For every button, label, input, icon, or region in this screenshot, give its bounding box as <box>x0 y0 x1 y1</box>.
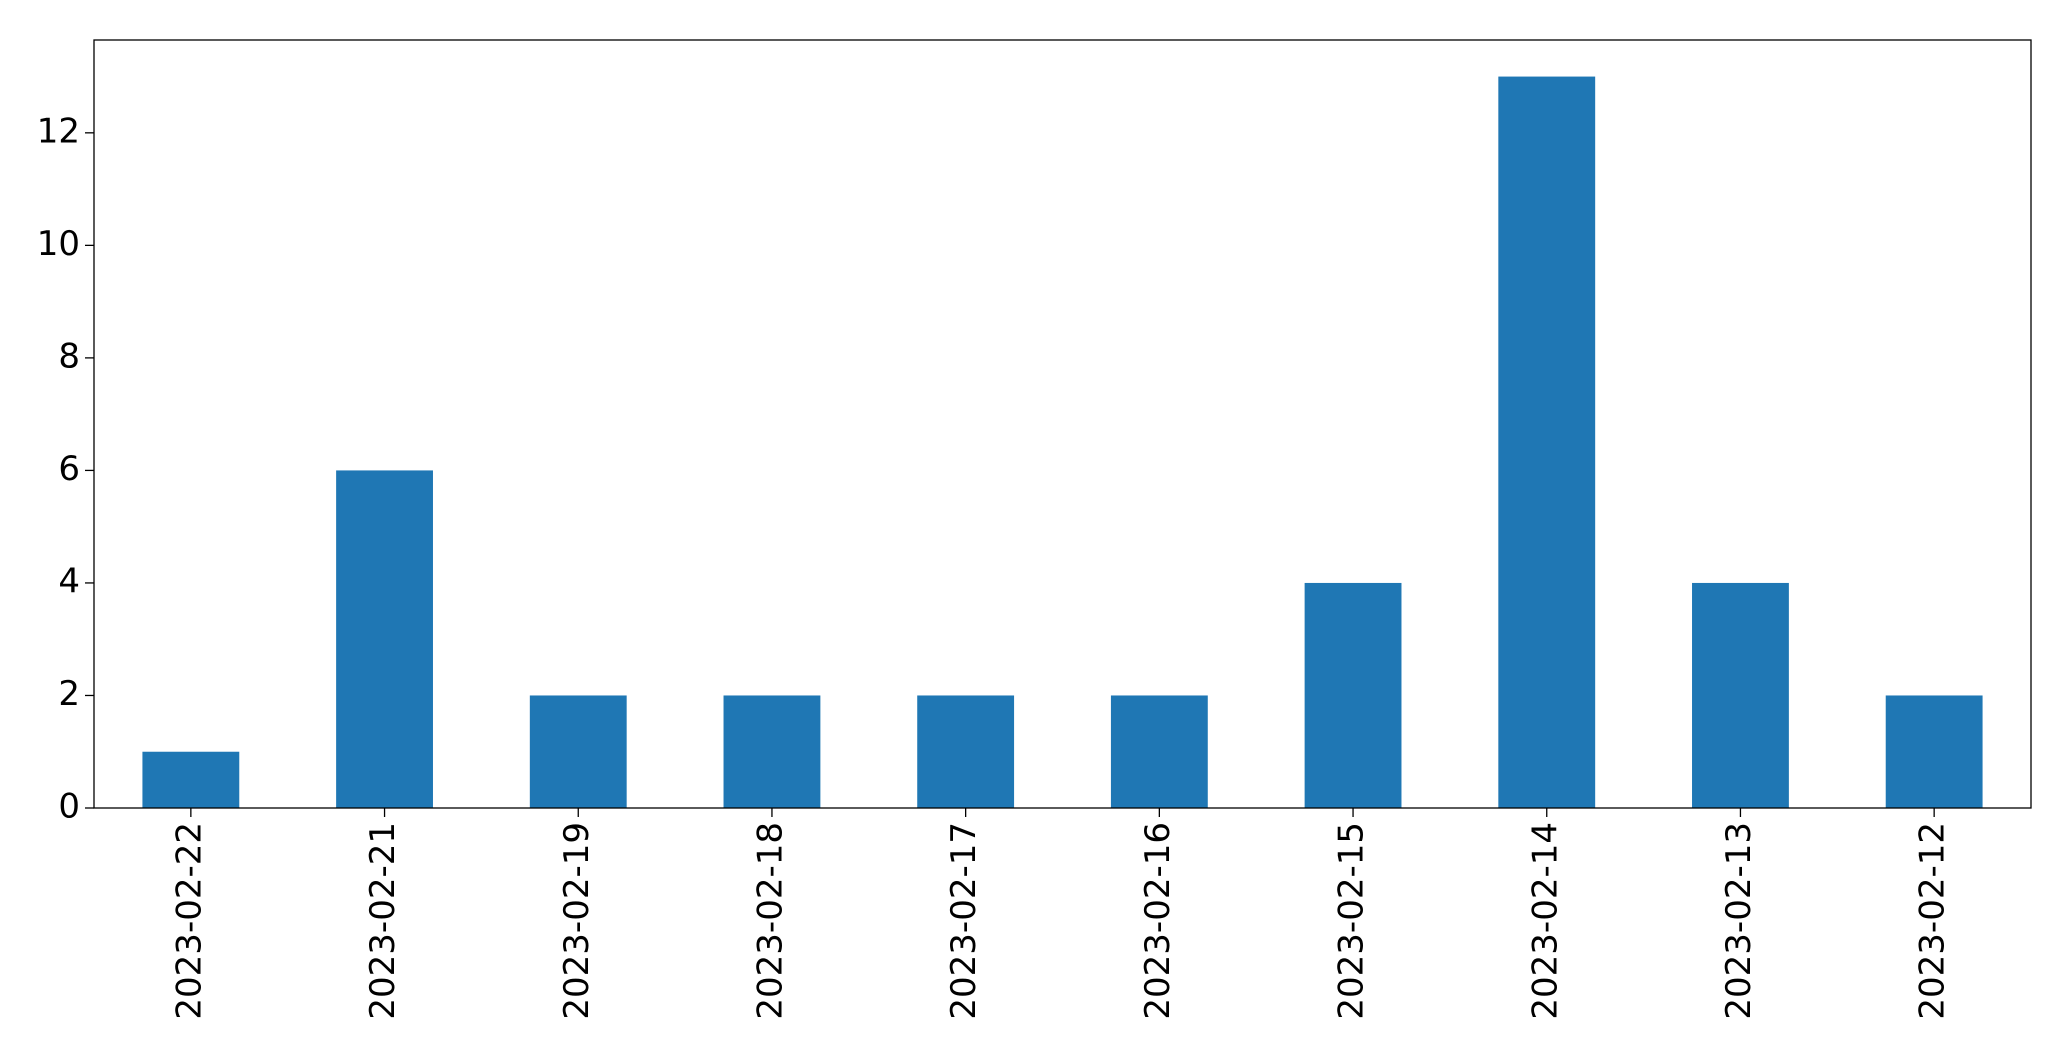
y-tick-label: 10 <box>37 224 80 264</box>
x-tick-label: 2023-02-12 <box>1913 822 1953 1020</box>
bar <box>1885 695 1983 808</box>
x-tick-label: 2023-02-16 <box>1138 822 1178 1020</box>
y-tick-label: 12 <box>37 111 80 151</box>
x-tick-label: 2023-02-21 <box>363 822 403 1020</box>
x-tick-label: 2023-02-14 <box>1525 822 1565 1020</box>
bar <box>917 695 1015 808</box>
x-tick-label: 2023-02-15 <box>1332 822 1372 1020</box>
x-tick-label: 2023-02-13 <box>1719 822 1759 1020</box>
x-tick-label: 2023-02-22 <box>169 822 209 1020</box>
y-tick-label: 4 <box>58 561 80 601</box>
bar <box>1498 76 1596 809</box>
y-tick-label: 8 <box>58 336 80 376</box>
bar <box>723 695 821 808</box>
y-tick-label: 2 <box>58 674 80 714</box>
y-tick-label: 0 <box>58 787 80 827</box>
plot-frame <box>93 39 2032 809</box>
y-tick-label: 6 <box>58 449 80 489</box>
x-tick-label: 2023-02-18 <box>750 822 790 1020</box>
bar <box>1110 695 1208 808</box>
bar <box>529 695 627 808</box>
x-tick-label: 2023-02-17 <box>944 822 984 1020</box>
bar <box>1304 582 1402 808</box>
bar <box>142 751 240 808</box>
x-tick-label: 2023-02-19 <box>557 822 597 1020</box>
bar <box>336 470 433 808</box>
bar <box>1692 582 1789 808</box>
